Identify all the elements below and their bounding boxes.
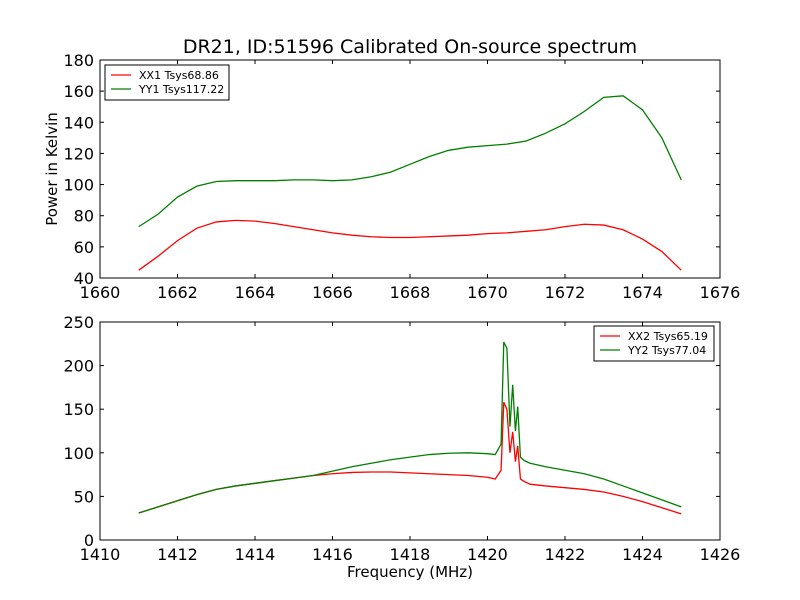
y-tick-label: 100 [63, 176, 94, 195]
y-tick-label: 80 [74, 207, 94, 226]
x-axis-label: Frequency (MHz) [347, 563, 473, 581]
legend-label: XX2 Tsys65.19 [628, 330, 708, 343]
x-tick-label: 1426 [700, 545, 741, 564]
y-tick-label: 0 [84, 531, 94, 550]
x-tick-label: 1660 [80, 283, 121, 302]
legend-label: YY1 Tsys117.22 [138, 83, 224, 96]
series-line-2 [138, 341, 682, 514]
x-tick-label: 1414 [235, 545, 276, 564]
x-tick-label: 1412 [157, 545, 198, 564]
legend-label: XX1 Tsys68.86 [139, 69, 219, 82]
top-plot: 1660 1662 1664 1666 1668 1670 1672 1674 1676 40 60… [63, 51, 740, 302]
y-tick-label: 100 [63, 444, 94, 463]
x-tick-label: 1676 [700, 283, 741, 302]
legend-box [593, 325, 715, 362]
y-axis-label: Power in Kelvin [43, 112, 61, 226]
y-tick-label: 150 [63, 400, 94, 419]
x-tick-label: 1664 [235, 283, 276, 302]
x-tick-label: 1424 [622, 545, 663, 564]
y-tick-label: 250 [63, 313, 94, 332]
x-tick-label: 1668 [390, 283, 431, 302]
y-tick-label: 180 [63, 51, 94, 70]
x-tick-label: 1674 [622, 283, 663, 302]
y-tick-label: 160 [63, 82, 94, 101]
chart-title: DR21, ID:51596 Calibrated On-source spec… [183, 36, 637, 58]
series-line-2 [138, 95, 682, 228]
series-line-1 [138, 401, 682, 515]
legend-box [104, 64, 230, 101]
bottom-plot: 1410 1412 1414 1416 1418 1420 1422 1424 1426 0 50 1… [63, 313, 740, 564]
y-tick-label: 200 [63, 357, 94, 376]
y-tick-label: 140 [63, 113, 94, 132]
legend-label: YY2 Tsys77.04 [627, 344, 706, 357]
x-tick-label: 1422 [545, 545, 586, 564]
x-tick-label: 1672 [545, 283, 586, 302]
x-tick-label: 1662 [157, 283, 198, 302]
x-tick-label: 1416 [312, 545, 353, 564]
y-tick-label: 120 [63, 144, 94, 163]
x-tick-label: 1420 [467, 545, 508, 564]
x-tick-label: 1670 [467, 283, 508, 302]
y-tick-label: 60 [74, 238, 94, 257]
x-tick-label: 1418 [390, 545, 431, 564]
series-line-1 [138, 219, 682, 271]
x-tick-label: 1666 [312, 283, 353, 302]
y-tick-label: 50 [74, 487, 94, 506]
x-tick-label: 1410 [80, 545, 121, 564]
y-tick-label: 40 [74, 269, 94, 288]
